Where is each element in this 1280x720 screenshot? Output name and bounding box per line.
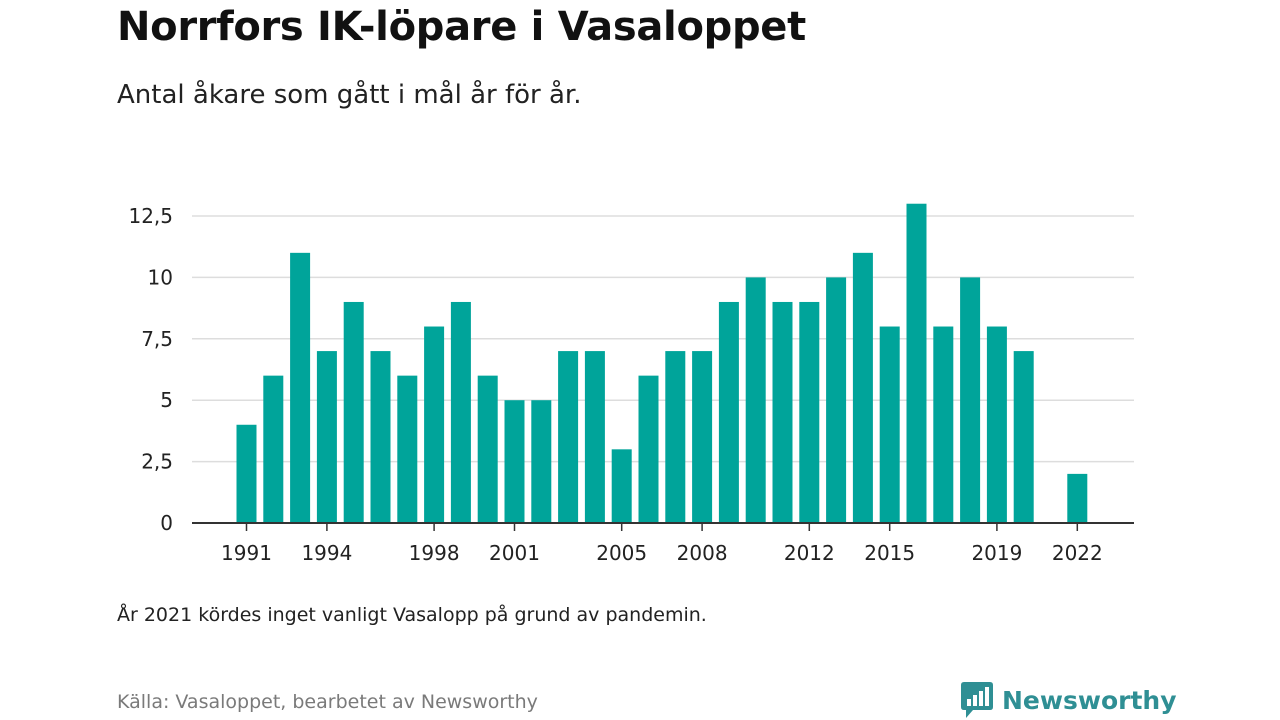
brand-name: Newsworthy — [1002, 685, 1177, 715]
x-tick-label: 2015 — [864, 541, 915, 565]
x-tick-label: 2005 — [596, 541, 647, 565]
y-tick-label: 7,5 — [141, 327, 173, 351]
bar-2011 — [772, 301, 793, 523]
chart-title: Norrfors IK-löpare i Vasaloppet — [117, 4, 806, 50]
x-axis-ticks: 1991 1994 1998 2001 2005 2008 2012 2015 2019 2022 — [221, 523, 1103, 565]
bar-1997 — [397, 375, 418, 523]
bar-2014 — [852, 252, 873, 523]
x-tick-label: 2012 — [784, 541, 835, 565]
bars — [236, 203, 1088, 523]
bar-2020 — [1013, 351, 1034, 523]
bar-1995 — [343, 301, 364, 523]
bar-2000 — [477, 375, 498, 523]
bar-2008 — [692, 351, 713, 523]
bar-1996 — [370, 351, 391, 523]
brand-logo: Newsworthy — [960, 680, 1177, 720]
bar-2005 — [611, 449, 632, 523]
bar-2015 — [879, 326, 900, 523]
newsworthy-logo-icon — [961, 682, 993, 718]
chart-subtitle: Antal åkare som gått i mål år för år. — [117, 80, 582, 110]
bar-2003 — [558, 351, 579, 523]
x-tick-label: 1998 — [409, 541, 460, 565]
y-tick-label: 2,5 — [141, 450, 173, 474]
bar-1991 — [236, 424, 257, 523]
y-tick-label: 10 — [148, 265, 173, 289]
y-tick-label: 5 — [160, 388, 173, 412]
x-tick-label: 1994 — [301, 541, 352, 565]
y-tick-label: 12,5 — [128, 204, 173, 228]
bar-2017 — [933, 326, 954, 523]
x-tick-label: 2022 — [1052, 541, 1103, 565]
y-tick-label: 0 — [160, 511, 173, 535]
bar-2009 — [718, 301, 739, 523]
bar-2019 — [986, 326, 1007, 523]
x-tick-label: 1991 — [221, 541, 272, 565]
bar-1998 — [424, 326, 445, 523]
bar-2007 — [665, 351, 686, 523]
bar-2018 — [960, 277, 981, 523]
bar-2012 — [799, 301, 820, 523]
x-tick-label: 2001 — [489, 541, 540, 565]
bar-1999 — [450, 301, 471, 523]
bar-1994 — [316, 351, 337, 523]
bar-2004 — [584, 351, 605, 523]
bar-2010 — [745, 277, 766, 523]
chart-note: År 2021 kördes inget vanligt Vasalopp på… — [117, 604, 707, 626]
bar-1993 — [290, 252, 311, 523]
y-axis-ticks: 0 2,5 5 7,5 10 12,5 — [128, 204, 173, 535]
bar-2006 — [638, 375, 659, 523]
x-tick-label: 2008 — [677, 541, 728, 565]
bar-chart: 0 2,5 5 7,5 10 12,5 1991 1994 1998 2001 2005 2008 2… — [128, 203, 1134, 565]
bar-2002 — [531, 400, 552, 523]
bar-2013 — [826, 277, 847, 523]
bar-2001 — [504, 400, 525, 523]
bar-2016 — [906, 203, 927, 523]
bar-1992 — [263, 375, 284, 523]
source-text: Källa: Vasaloppet, bearbetet av Newswort… — [117, 691, 538, 713]
x-tick-label: 2019 — [971, 541, 1022, 565]
bar-2022 — [1067, 473, 1088, 523]
